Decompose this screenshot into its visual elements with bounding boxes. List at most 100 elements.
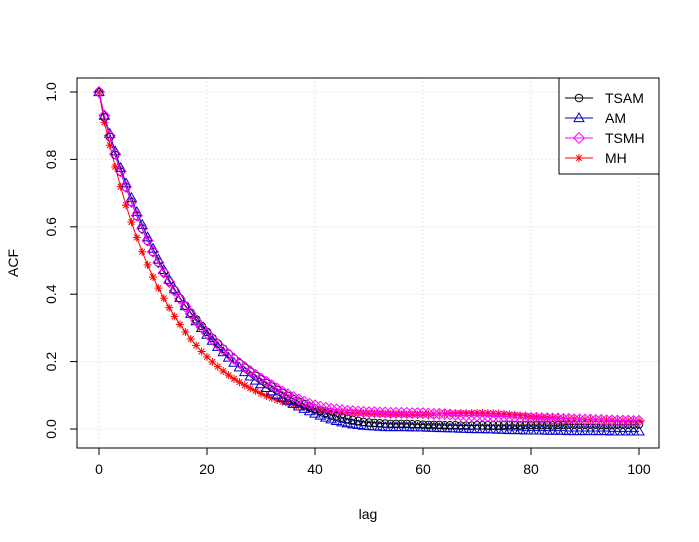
- point-tsam: [370, 418, 379, 428]
- point-tsmh: [168, 284, 181, 297]
- point-tsmh: [546, 412, 559, 425]
- point-tsam: [569, 420, 579, 429]
- point-tsam: [505, 420, 514, 430]
- point-am: [190, 315, 203, 326]
- point-tsam: [407, 419, 417, 429]
- point-tsmh: [616, 414, 629, 427]
- point-tsmh: [357, 405, 370, 418]
- point-am: [244, 370, 257, 381]
- point-tsmh: [595, 413, 608, 426]
- point-tsmh: [519, 411, 532, 424]
- y-tick-label: 0.8: [43, 149, 59, 169]
- point-tsmh: [438, 408, 451, 421]
- point-mh: [143, 260, 152, 269]
- point-tsmh: [265, 379, 278, 392]
- point-tsam: [515, 420, 525, 430]
- point-tsam: [429, 420, 439, 430]
- point-tsmh: [136, 222, 149, 235]
- point-tsmh: [535, 412, 548, 425]
- legend-item-am: AM: [565, 110, 626, 126]
- point-tsam: [418, 420, 428, 429]
- point-am: [174, 291, 186, 303]
- point-tsmh: [411, 407, 424, 420]
- point-tsam: [521, 420, 530, 430]
- point-mh: [235, 378, 244, 387]
- point-tsam: [413, 419, 422, 429]
- point-tsam: [440, 420, 449, 430]
- point-am: [498, 423, 510, 434]
- point-tsmh: [271, 382, 284, 395]
- point-tsmh: [179, 300, 192, 313]
- point-tsam: [456, 421, 466, 430]
- point-mh: [186, 335, 195, 344]
- point-tsam: [461, 421, 471, 430]
- legend-label-am: AM: [605, 110, 626, 126]
- point-tsmh: [443, 408, 457, 421]
- point-mh: [208, 357, 217, 366]
- point-tsam: [94, 87, 104, 97]
- point-tsmh: [497, 410, 511, 423]
- point-mh: [149, 273, 157, 282]
- legend-label-tsmh: TSMH: [605, 130, 645, 146]
- point-tsmh: [492, 410, 505, 423]
- legend-label-mh: MH: [605, 150, 627, 166]
- x-tick-label: 0: [95, 461, 103, 477]
- point-tsmh: [163, 276, 176, 289]
- point-tsmh: [465, 409, 478, 422]
- point-mh: [262, 391, 271, 400]
- point-tsam: [294, 397, 304, 407]
- point-tsmh: [400, 406, 413, 419]
- legend-marker-mh: [575, 154, 583, 162]
- point-tsam: [148, 247, 158, 257]
- legend-item-tsmh: TSMH: [565, 130, 645, 146]
- point-tsmh: [589, 413, 602, 426]
- point-tsmh: [335, 404, 349, 417]
- point-tsam: [499, 420, 509, 430]
- x-tick-label: 80: [523, 461, 539, 477]
- point-tsam: [127, 197, 136, 207]
- point-tsam: [343, 414, 352, 424]
- point-tsmh: [395, 406, 408, 419]
- point-tsmh: [281, 388, 295, 401]
- point-tsam: [121, 183, 131, 192]
- point-mh: [230, 374, 238, 383]
- x-tick-label: 100: [627, 461, 651, 477]
- point-tsam: [532, 420, 541, 430]
- y-tick-label: 0.6: [43, 217, 59, 237]
- point-tsam: [575, 420, 584, 429]
- point-tsmh: [114, 165, 127, 178]
- point-tsmh: [530, 411, 543, 424]
- point-tsmh: [481, 410, 494, 423]
- y-tick-label: 1.0: [43, 82, 59, 102]
- y-tick-label: 0.2: [43, 352, 59, 372]
- point-tsmh: [346, 405, 359, 418]
- point-mh: [240, 381, 249, 390]
- point-tsam: [143, 236, 152, 246]
- point-tsmh: [422, 407, 435, 420]
- point-tsmh: [503, 411, 516, 424]
- point-tsmh: [578, 413, 592, 426]
- point-am: [298, 402, 311, 413]
- point-tsam: [397, 419, 406, 429]
- point-tsam: [591, 420, 601, 429]
- point-tsmh: [605, 414, 619, 427]
- point-tsmh: [562, 412, 575, 425]
- point-tsam: [596, 420, 606, 430]
- point-tsmh: [508, 411, 521, 424]
- point-tsam: [424, 420, 433, 430]
- series-layer: [92, 85, 646, 436]
- point-tsmh: [551, 412, 565, 425]
- point-tsam: [467, 421, 476, 430]
- point-tsmh: [222, 348, 235, 361]
- y-tick-label: 0.4: [43, 284, 59, 304]
- point-tsmh: [470, 409, 484, 422]
- point-tsmh: [141, 234, 154, 247]
- point-am: [557, 424, 570, 435]
- point-tsmh: [433, 407, 446, 420]
- point-tsmh: [195, 321, 208, 334]
- point-tsmh: [109, 148, 122, 161]
- point-tsmh: [384, 406, 397, 419]
- legend-marker-am: [573, 112, 585, 123]
- point-tsam: [402, 419, 412, 429]
